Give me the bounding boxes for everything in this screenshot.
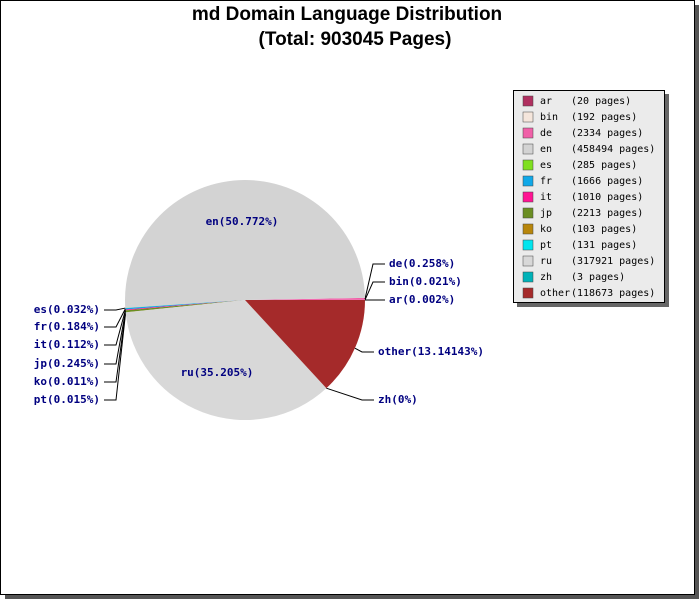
legend-swatch <box>523 192 533 202</box>
slice-label: pt(0.015%) <box>34 393 100 406</box>
legend-name: other <box>540 288 570 299</box>
slice-label: de(0.258%) <box>389 257 455 270</box>
legend-name: jp <box>540 208 552 219</box>
slice-label: bin(0.021%) <box>389 275 462 288</box>
legend-swatch <box>523 272 533 282</box>
legend-swatch <box>523 240 533 250</box>
slice-label: other(13.14143%) <box>378 345 484 358</box>
legend-name: pt <box>540 240 552 251</box>
legend-name: bin <box>540 112 558 123</box>
legend-pages: (458494 pages) <box>571 144 655 155</box>
legend-name: es <box>540 160 552 171</box>
legend-swatch <box>523 160 533 170</box>
legend-pages: (3 pages) <box>571 272 625 283</box>
legend-name: en <box>540 144 552 155</box>
legend-pages: (20 pages) <box>571 96 631 107</box>
legend-swatch <box>523 224 533 234</box>
legend-pages: (131 pages) <box>571 240 637 251</box>
legend-swatch <box>523 112 533 122</box>
slice-label: en(50.772%) <box>206 215 279 228</box>
legend-name: fr <box>540 176 552 187</box>
legend-pages: (1010 pages) <box>571 192 643 203</box>
legend-swatch <box>523 176 533 186</box>
legend-swatch <box>523 208 533 218</box>
legend-swatch <box>523 96 533 106</box>
legend-pages: (317921 pages) <box>571 256 655 267</box>
legend-pages: (118673 pages) <box>571 288 655 299</box>
legend-pages: (1666 pages) <box>571 176 643 187</box>
legend-swatch <box>523 288 533 298</box>
legend-name: de <box>540 128 552 139</box>
legend-pages: (103 pages) <box>571 224 637 235</box>
legend-name: it <box>540 192 552 203</box>
legend-pages: (2213 pages) <box>571 208 643 219</box>
legend-pages: (192 pages) <box>571 112 637 123</box>
slice-label: es(0.032%) <box>34 303 100 316</box>
slice-label: fr(0.184%) <box>34 320 100 333</box>
legend-name: ru <box>540 256 552 267</box>
legend-pages: (2334 pages) <box>571 128 643 139</box>
legend-name: zh <box>540 272 552 283</box>
slice-label: it(0.112%) <box>34 338 100 351</box>
chart-subtitle: (Total: 903045 Pages) <box>259 29 452 50</box>
chart-title: md Domain Language Distribution <box>192 4 502 25</box>
legend-swatch <box>523 128 533 138</box>
slice-label: zh(0%) <box>378 393 418 406</box>
legend-swatch <box>523 144 533 154</box>
legend-pages: (285 pages) <box>571 160 637 171</box>
slice-label: ru(35.205%) <box>181 366 254 379</box>
legend-name: ko <box>540 224 552 235</box>
slice-label: jp(0.245%) <box>34 357 100 370</box>
legend-name: ar <box>540 96 552 107</box>
legend-swatch <box>523 256 533 266</box>
slice-label: ko(0.011%) <box>34 375 100 388</box>
slice-label: ar(0.002%) <box>389 293 455 306</box>
